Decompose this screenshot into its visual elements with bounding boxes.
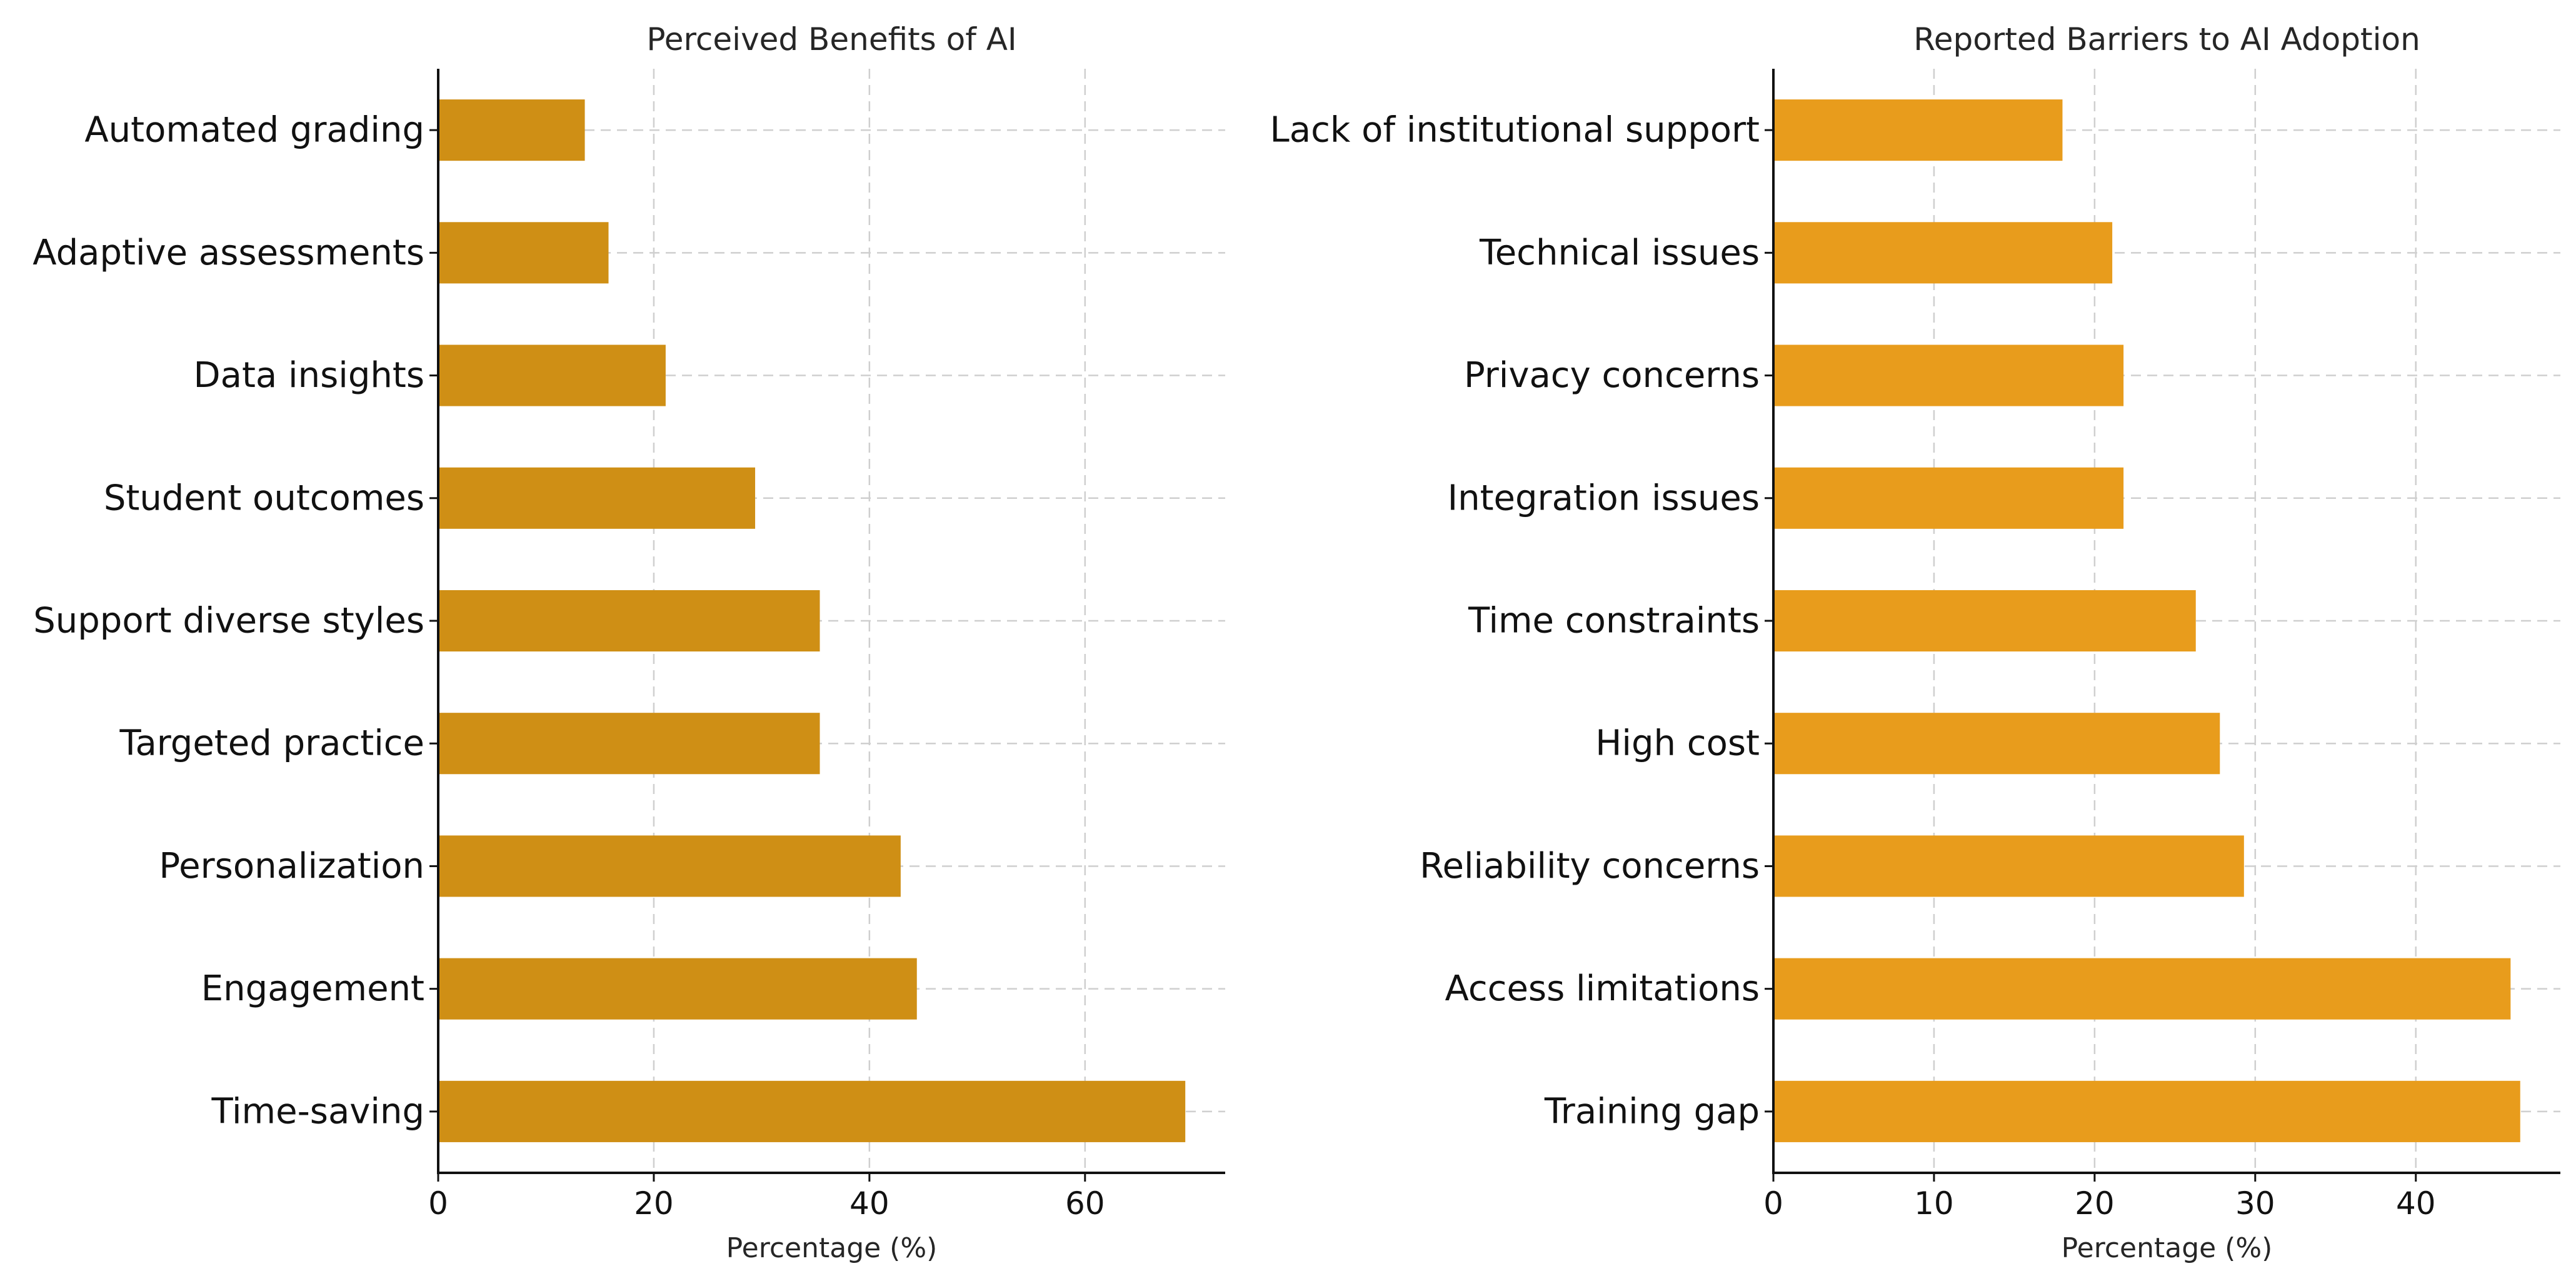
category-label: Student outcomes <box>104 478 424 518</box>
category-label: Support diverse styles <box>33 601 424 641</box>
x-tick-label: 0 <box>1763 1185 1783 1222</box>
category-label: Automated grading <box>84 110 424 151</box>
category-label: Time constraints <box>1468 601 1760 641</box>
x-tick-label: 40 <box>2396 1185 2436 1222</box>
x-tick-label: 10 <box>1914 1185 1954 1222</box>
bar-adaptive-assessments <box>438 222 609 284</box>
bar-time-constraints <box>1773 590 2196 652</box>
bar-integration-issues <box>1773 467 2124 529</box>
category-labels: Time-saving Engagement Personalization Targ… <box>33 110 438 1132</box>
category-label: Time-saving <box>211 1091 424 1132</box>
category-label: High cost <box>1595 723 1760 764</box>
bar-high-cost <box>1773 713 2220 775</box>
benefits-chart: Perceived Benefits of AI Time-saving Enga… <box>33 21 1225 1264</box>
bar-automated-grading <box>438 99 585 161</box>
x-tick-label: 0 <box>428 1185 448 1222</box>
category-label: Access limitations <box>1445 968 1760 1009</box>
bar-personalization <box>438 835 901 897</box>
category-label: Lack of institutional support <box>1270 110 1760 151</box>
axes-spines <box>437 69 1225 1174</box>
x-tick-label: 30 <box>2235 1185 2275 1222</box>
bar-support-diverse-styles <box>438 590 820 652</box>
category-label: Reliability concerns <box>1420 846 1760 887</box>
bar-technical-issues <box>1773 222 2113 284</box>
category-label: Personalization <box>159 846 424 887</box>
x-tick-label: 20 <box>2075 1185 2115 1222</box>
chart-title: Perceived Benefits of AI <box>646 21 1016 58</box>
bar-engagement <box>438 958 917 1020</box>
bar-access-limitations <box>1773 958 2511 1020</box>
bar-student-outcomes <box>438 467 756 529</box>
axes-spines <box>1772 69 2560 1174</box>
category-label: Data insights <box>194 355 424 396</box>
category-label: Privacy concerns <box>1464 355 1760 396</box>
chart-title: Reported Barriers to AI Adoption <box>1913 21 2420 58</box>
x-tick-label: 60 <box>1065 1185 1105 1222</box>
x-axis-title: Percentage (%) <box>2062 1232 2273 1264</box>
category-label: Technical issues <box>1479 233 1760 273</box>
category-labels: Training gap Access limitations Reliabilit… <box>1270 110 1773 1132</box>
x-ticks: 0 20 40 60 <box>428 1173 1105 1222</box>
bar-lack-of-institutional-support <box>1773 99 2063 161</box>
x-tick-label: 40 <box>849 1185 890 1222</box>
bar-targeted-practice <box>438 713 820 775</box>
category-label: Training gap <box>1544 1091 1760 1132</box>
x-ticks: 0 10 20 30 40 <box>1763 1173 2436 1222</box>
category-label: Targeted practice <box>119 723 424 764</box>
bar-reliability-concerns <box>1773 835 2244 897</box>
x-tick-label: 20 <box>634 1185 674 1222</box>
barriers-chart: Reported Barriers to AI Adoption Trainin… <box>1270 21 2560 1264</box>
category-label: Engagement <box>201 968 424 1009</box>
bars <box>438 99 1186 1142</box>
bar-data-insights <box>438 344 666 406</box>
bar-time-saving <box>438 1080 1186 1142</box>
category-label: Adaptive assessments <box>33 233 424 273</box>
bars <box>1773 99 2520 1142</box>
category-label: Integration issues <box>1448 478 1760 518</box>
bar-training-gap <box>1773 1080 2520 1142</box>
x-axis-title: Percentage (%) <box>726 1232 938 1264</box>
bar-privacy-concerns <box>1773 344 2124 406</box>
